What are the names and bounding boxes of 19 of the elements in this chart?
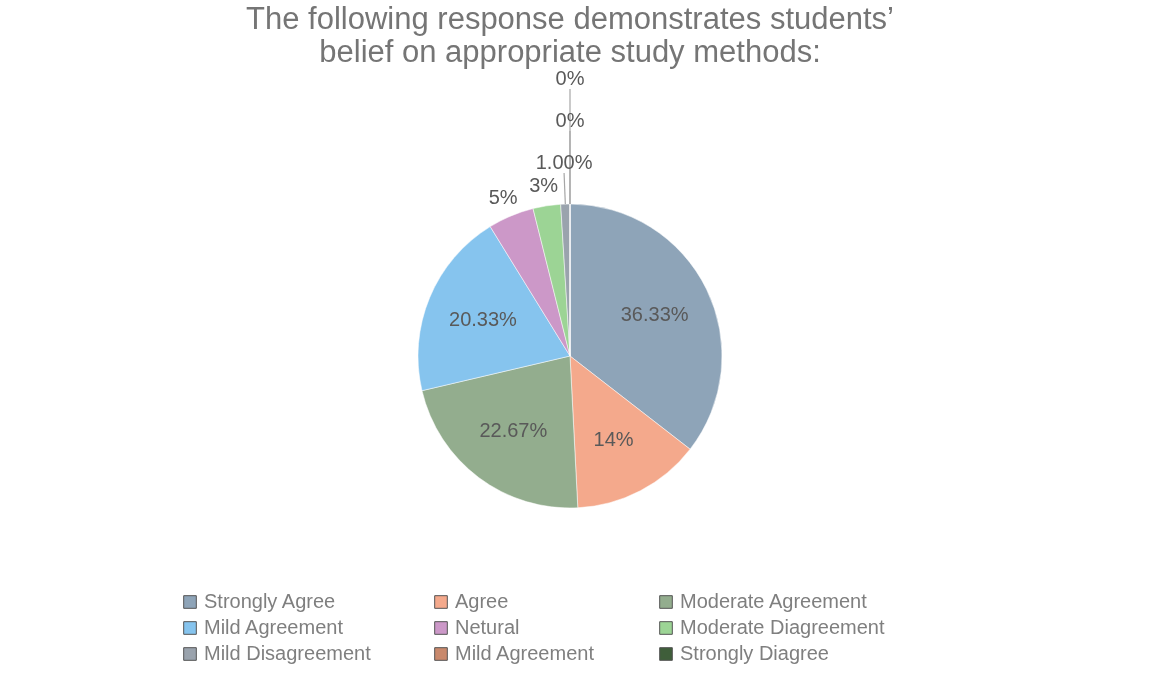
legend-label: Netural [455, 616, 520, 638]
legend-label: Strongly Diagree [680, 642, 829, 664]
legend-label: Mild Disagreement [204, 642, 372, 664]
legend-label: Moderate Agreement [680, 590, 868, 612]
legend-label: Mild Agreement [204, 616, 344, 638]
data-label: 1.00% [535, 151, 593, 174]
data-label: 20.33% [449, 307, 518, 330]
legend-label: Agree [455, 590, 509, 612]
text: 0% [555, 67, 585, 89]
data-label: 14% [593, 427, 634, 450]
data-label: 3% [529, 174, 559, 197]
data-label: 22.67% [479, 419, 548, 442]
data-label: 36.33% [620, 302, 689, 325]
text: 0% [555, 109, 585, 131]
data-label: 5% [488, 185, 518, 208]
legend-label: Strongly Agree [204, 590, 336, 612]
legend-label: Mild Agreement [455, 642, 595, 664]
legend-label: Moderate Diagreement [680, 616, 885, 638]
chart-title: The following response demonstrates students’ belief on appropriate study methods: [246, 1, 894, 69]
